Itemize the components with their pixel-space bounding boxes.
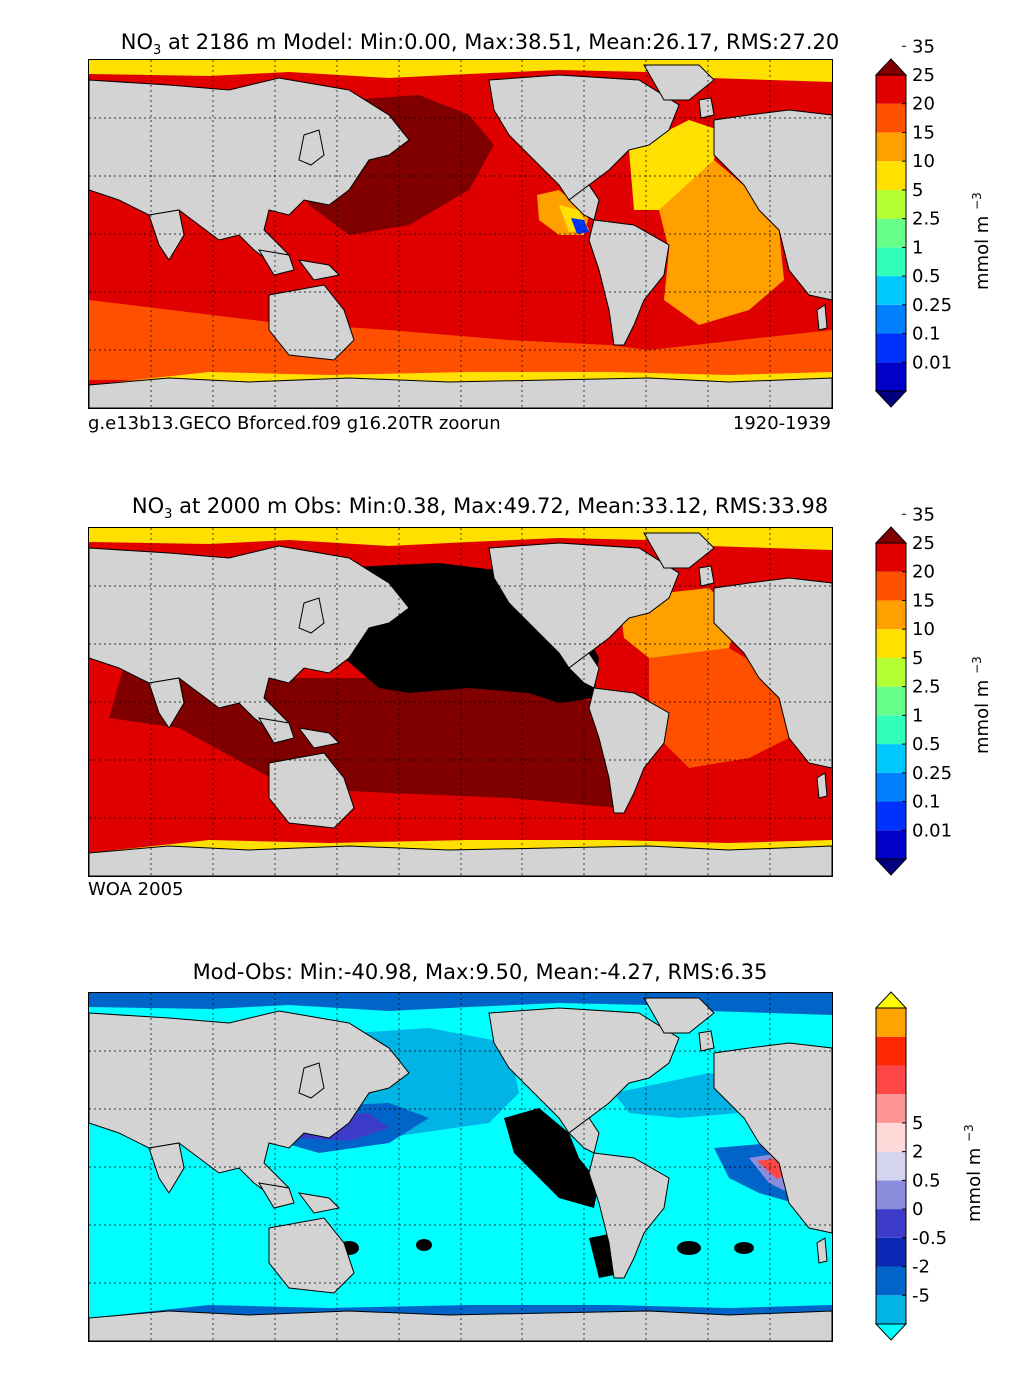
panel-3-map[interactable]	[88, 992, 833, 1342]
colorbar-3-segment	[876, 1180, 906, 1210]
colorbar-3-segment	[876, 1237, 906, 1267]
panel-2-title: NO3 at 2000 m Obs: Min:0.38, Max:49.72, …	[131, 494, 829, 523]
colorbar-2-segment	[876, 543, 906, 572]
colorbar-3-segment	[876, 1008, 906, 1037]
colorbar-1-segment	[876, 189, 906, 219]
colorbar-3-segment	[876, 1065, 906, 1095]
colorbar-2-segment	[876, 830, 906, 859]
colorbar-2-segment	[876, 657, 906, 687]
colorbar-3-segment	[876, 1266, 906, 1296]
colorbar-1-segment	[876, 333, 906, 363]
colorbar-2: 0.01 0.1 0.25 0.5 1 2.5 5 10 15 20 25 35	[874, 504, 952, 876]
colorbar-2-tick-label: 1	[912, 705, 923, 726]
colorbar-1-tick-label: 0.5	[912, 266, 941, 287]
colorbar-3-segment	[876, 1122, 906, 1152]
map-grid	[89, 528, 832, 876]
colorbar-2-tick-label: 2.5	[912, 677, 941, 698]
region-south-atlantic	[659, 160, 784, 325]
panel-3-title: Mod-Obs: Min:-40.98, Max:9.50, Mean:-4.2…	[192, 960, 768, 984]
colorbar-3-segment	[876, 1094, 906, 1123]
colorbar-1-tick-label: 15	[912, 122, 935, 143]
colorbar-2-segment	[876, 801, 906, 831]
colorbar-2-max-extend	[874, 526, 908, 544]
colorbar-1-tick-label: 0.25	[912, 295, 952, 316]
colorbar-2-segment	[876, 744, 906, 773]
colorbar-3-tick-label: -2	[912, 1257, 930, 1278]
colorbar-1-tick-label: 2.5	[912, 209, 941, 230]
colorbar-3-segment	[876, 1295, 906, 1324]
colorbar-2-tick-label: 0.25	[912, 763, 952, 784]
colorbar-3: -5 -2 -0.5 0 0.5 2 5	[874, 991, 947, 1341]
colorbar-2-tick-label: 25	[912, 533, 935, 554]
colorbar-2-segment	[876, 629, 906, 658]
colorbar-2-segment	[876, 772, 906, 802]
map-grid	[89, 60, 832, 408]
colorbar-1-tick-label: 0.1	[912, 324, 941, 345]
colorbar-1-segment	[876, 304, 906, 334]
colorbar-3-segment	[876, 1036, 906, 1066]
colorbar-1-min-extend	[874, 390, 908, 408]
colorbar-1-tick-label: 25	[912, 65, 935, 86]
colorbar-2-min-extend	[874, 858, 908, 876]
colorbar-1-units: mmol m −3	[970, 192, 993, 290]
panel-2-map[interactable]	[88, 527, 833, 877]
colorbar-1-tick-label: 35	[912, 36, 935, 57]
colorbar-2-tick-label: 35	[912, 504, 935, 525]
colorbar-2-tick-label: 0.1	[912, 792, 941, 813]
colorbar-1-segment	[876, 218, 906, 248]
panel-2-caption-left: WOA 2005	[88, 879, 184, 900]
colorbar-1-max-extend	[874, 58, 908, 76]
colorbar-1-segment	[876, 362, 906, 391]
colorbar-1-segment	[876, 276, 906, 305]
panel-1-title: NO3 at 2186 m Model: Min:0.00, Max:38.51…	[120, 30, 840, 59]
panel-1-caption-left: g.e13b13.GECO Bforced.f09 g16.20TR zooru…	[88, 413, 501, 434]
colorbar-1-tick-label: 20	[912, 94, 935, 115]
colorbar-2-segment	[876, 715, 906, 745]
colorbar-3-min-extend	[874, 1323, 908, 1341]
colorbar-2-units: mmol m −3	[970, 656, 993, 754]
panel-1-map[interactable]	[88, 59, 833, 409]
colorbar-3-tick-label: -0.5	[912, 1228, 947, 1249]
colorbar-1-segment	[876, 161, 906, 190]
colorbar-2-segment	[876, 571, 906, 601]
colorbar-1-segment	[876, 103, 906, 133]
colorbar-2-frame	[875, 542, 907, 860]
colorbar-3-units: mmol m −3	[962, 1124, 985, 1222]
colorbar-1-tick-label: 0.01	[912, 352, 952, 373]
colorbar-1-segment	[876, 247, 906, 277]
panel-1-caption-right: 1920-1939	[732, 413, 831, 434]
colorbar-3-segment	[876, 1209, 906, 1238]
map-grid	[89, 993, 832, 1341]
region-south-atlantic	[649, 648, 789, 768]
colorbar-3-frame	[875, 1007, 907, 1325]
colorbar-1-frame	[875, 74, 907, 392]
colorbar-2-tick-label: 20	[912, 562, 935, 583]
colorbar-1-segment	[876, 132, 906, 162]
colorbar-1: 0.01 0.1 0.25 0.5 1 2.5 5 10 15 20 25 35	[874, 36, 952, 408]
colorbar-2-tick-label: 10	[912, 619, 935, 640]
colorbar-3-tick-label: 0.5	[912, 1170, 941, 1191]
colorbar-2-segment	[876, 600, 906, 630]
colorbar-2-tick-label: 15	[912, 590, 935, 611]
colorbar-1-tick-label: 1	[912, 237, 923, 258]
colorbar-2-tick-label: 0.5	[912, 734, 941, 755]
colorbar-3-segment	[876, 1151, 906, 1181]
region-east-pacific-min	[504, 1108, 599, 1208]
colorbar-2-tick-label: 0.01	[912, 820, 952, 841]
colorbar-1-segment	[876, 75, 906, 104]
colorbar-3-tick-label: -5	[912, 1285, 930, 1306]
colorbar-2-segment	[876, 686, 906, 716]
colorbar-2-tick-label: 5	[912, 648, 923, 669]
colorbar-3-tick-label: 2	[912, 1142, 923, 1163]
colorbar-1-tick-label: 10	[912, 151, 935, 172]
colorbar-3-tick-label: 5	[912, 1113, 923, 1134]
colorbar-3-tick-label: 0	[912, 1199, 923, 1220]
colorbar-1-tick-label: 5	[912, 180, 923, 201]
colorbar-3-max-extend	[874, 991, 908, 1009]
